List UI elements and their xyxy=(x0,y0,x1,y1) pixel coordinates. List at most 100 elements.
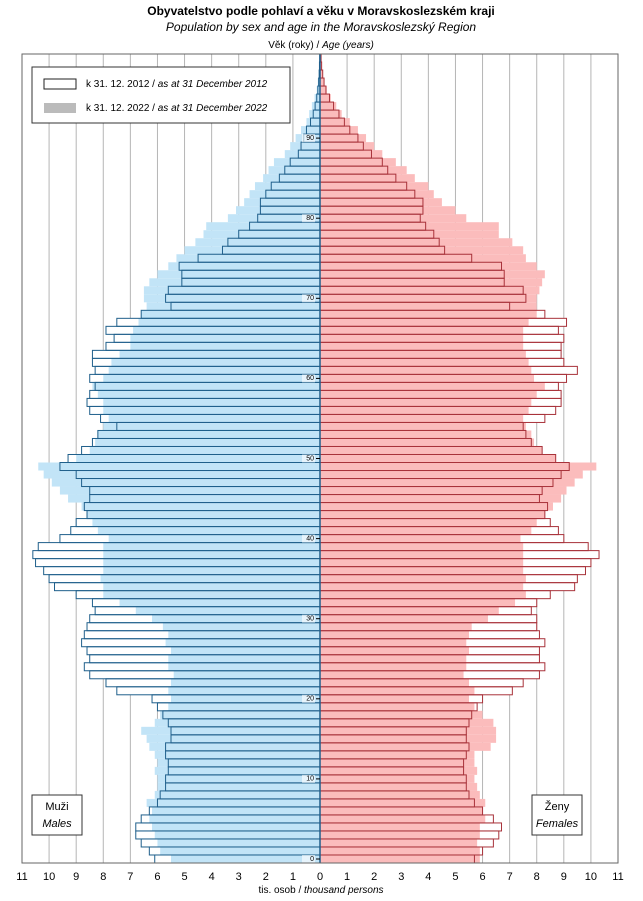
bar-2022 xyxy=(306,118,320,127)
bar-2022 xyxy=(152,806,320,815)
bar-2022 xyxy=(320,222,499,231)
y-tick-bg xyxy=(302,854,315,863)
bar-2022 xyxy=(320,454,556,463)
y-tick-label: 70 xyxy=(306,295,314,302)
bar-2022 xyxy=(320,558,524,567)
bar-2022 xyxy=(59,486,320,495)
bar-2022 xyxy=(38,462,320,471)
bar-2022 xyxy=(320,750,475,759)
bar-2022 xyxy=(320,310,537,319)
bar-2022 xyxy=(154,718,320,727)
bar-2022 xyxy=(320,822,480,831)
bar-2022 xyxy=(157,774,320,783)
bar-2022 xyxy=(320,694,469,703)
bar-2022 xyxy=(141,310,320,319)
bar-2022 xyxy=(168,686,320,695)
bar-2022 xyxy=(320,430,532,439)
bar-2022 xyxy=(168,654,320,663)
y-tick-label: 90 xyxy=(306,135,314,142)
legend-box xyxy=(31,66,291,124)
bar-2022 xyxy=(320,318,529,327)
y-axis-label: Věk (roky) / Age (years) xyxy=(268,40,374,51)
bar-2022 xyxy=(320,806,483,815)
bar-2022 xyxy=(133,326,320,335)
x-tick-label: 2 xyxy=(263,871,269,883)
group-label-en: Females xyxy=(536,818,579,830)
bar-2022 xyxy=(227,214,320,223)
bar-2022 xyxy=(320,574,526,583)
bar-2022 xyxy=(320,734,497,743)
bar-2022 xyxy=(165,638,320,647)
x-label-cz: tis. osob / xyxy=(258,885,301,896)
y-tick-bg xyxy=(302,214,315,223)
x-tick-label: 10 xyxy=(43,871,55,883)
bar-2022 xyxy=(320,606,499,615)
x-tick-label: 5 xyxy=(181,871,187,883)
bar-2022 xyxy=(320,702,475,711)
x-tick-label: 8 xyxy=(534,871,540,883)
y-label-en: Age (years) xyxy=(321,40,374,51)
bar-2022 xyxy=(320,550,524,559)
bar-2022 xyxy=(43,470,320,479)
bar-2022 xyxy=(171,678,320,687)
bar-2022 xyxy=(320,270,545,279)
bar-2022 xyxy=(320,166,407,175)
bar-2022 xyxy=(320,830,480,839)
x-tick-label: 9 xyxy=(561,871,567,883)
bar-2022 xyxy=(320,510,545,519)
bar-2022 xyxy=(320,486,567,495)
bar-2022 xyxy=(320,582,524,591)
bar-2022 xyxy=(320,478,575,487)
bar-2022 xyxy=(103,542,320,551)
y-tick-bg xyxy=(302,134,315,143)
bar-2022 xyxy=(97,526,320,535)
bar-2022 xyxy=(320,70,323,79)
bar-2022 xyxy=(320,542,524,551)
bar-2022 xyxy=(320,350,526,359)
bar-2022 xyxy=(168,630,320,639)
y-tick-bg xyxy=(302,294,315,303)
bar-2022 xyxy=(320,758,475,767)
y-tick-bg xyxy=(302,614,315,623)
bar-2022 xyxy=(135,606,320,615)
bar-2022 xyxy=(184,246,320,255)
bar-2022 xyxy=(320,150,383,159)
bar-2022 xyxy=(301,126,320,135)
bar-2022 xyxy=(320,238,513,247)
bar-2022 xyxy=(320,398,532,407)
y-tick-bg xyxy=(302,694,315,703)
bar-2022 xyxy=(149,814,320,823)
bar-2022 xyxy=(320,534,521,543)
y-label-cz: Věk (roky) / xyxy=(268,40,319,51)
bar-2022 xyxy=(320,62,322,71)
group-box xyxy=(531,794,583,836)
legend-swatch xyxy=(43,78,77,90)
bar-2022 xyxy=(320,254,526,263)
bar-2022 xyxy=(320,246,524,255)
bar-2022 xyxy=(160,710,320,719)
bar-2022 xyxy=(320,470,583,479)
bar-2022 xyxy=(149,278,320,287)
x-tick-label: 5 xyxy=(452,871,458,883)
bar-2022 xyxy=(103,398,320,407)
y-tick-bg xyxy=(302,454,315,463)
bar-2022 xyxy=(320,566,524,575)
bar-2022 xyxy=(143,294,320,303)
bar-2022 xyxy=(130,334,320,343)
bar-2022 xyxy=(320,286,540,295)
bar-2022 xyxy=(87,510,320,519)
group-box xyxy=(31,794,83,836)
bar-2022 xyxy=(138,318,320,327)
bar-2022 xyxy=(89,446,321,455)
x-tick-label: 4 xyxy=(425,871,431,883)
bar-2022 xyxy=(320,134,367,143)
bar-2022 xyxy=(103,558,320,567)
bar-2022 xyxy=(162,622,320,631)
bar-2022 xyxy=(320,390,537,399)
bar-2022 xyxy=(95,438,321,447)
bar-2022 xyxy=(103,590,320,599)
bar-2022 xyxy=(320,774,475,783)
legend-entry: k 31. 12. 2022 / as at 31 December 2022 xyxy=(86,103,268,114)
group-label-en: Males xyxy=(42,818,72,830)
bar-2022 xyxy=(152,614,320,623)
